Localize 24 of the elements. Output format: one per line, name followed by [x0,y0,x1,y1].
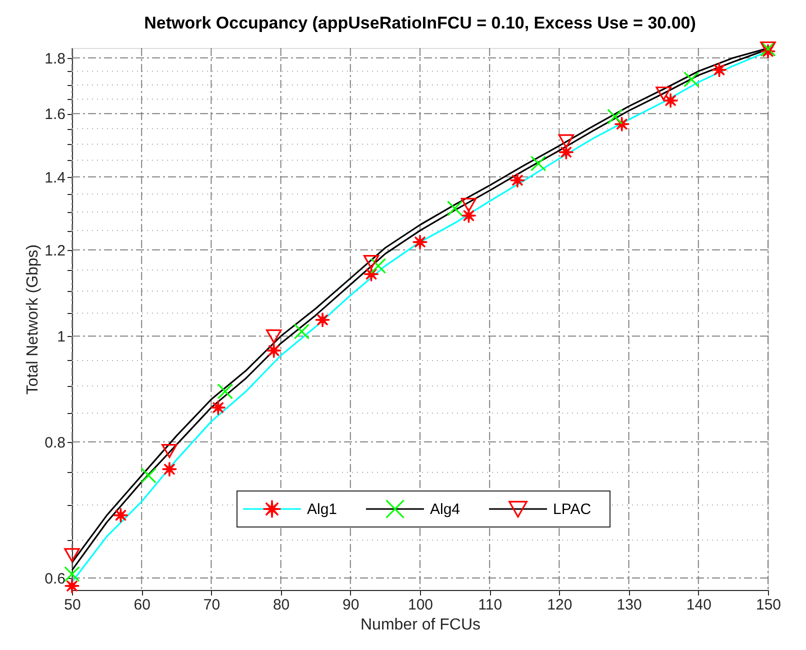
legend-label: LPAC [553,501,592,518]
y-tick-label: 1 [57,328,66,346]
legend-label: Alg1 [307,501,338,518]
y-tick-label: 1.8 [44,50,66,68]
x-tick-label: 130 [616,596,642,614]
y-tick-label: 0.6 [44,570,66,588]
x-tick-label: 70 [203,596,220,614]
legend-label: Alg4 [430,501,460,518]
x-tick-label: 60 [134,596,150,614]
chart-title: Network Occupancy (appUseRatioInFCU = 0.10, Excess Use = 30.00) [144,14,696,32]
y-tick-label: 0.8 [44,434,66,452]
y-tick-label: 1.6 [44,106,66,124]
y-tick-label: 1.2 [44,242,66,260]
x-tick-label: 150 [756,596,782,614]
y-tick-label: 1.4 [44,169,66,186]
x-tick-label: 140 [686,596,712,614]
x-tick-label: 90 [342,596,360,614]
y-axis-title: Total Network (Gbps) [24,244,42,395]
x-axis-title: Number of FCUs [360,616,481,634]
x-tick-label: 120 [547,596,572,614]
x-tick-label: 110 [478,596,502,614]
x-tick-label: 50 [64,596,81,614]
x-tick-label: 100 [408,596,434,614]
x-tick-label: 80 [272,596,290,614]
